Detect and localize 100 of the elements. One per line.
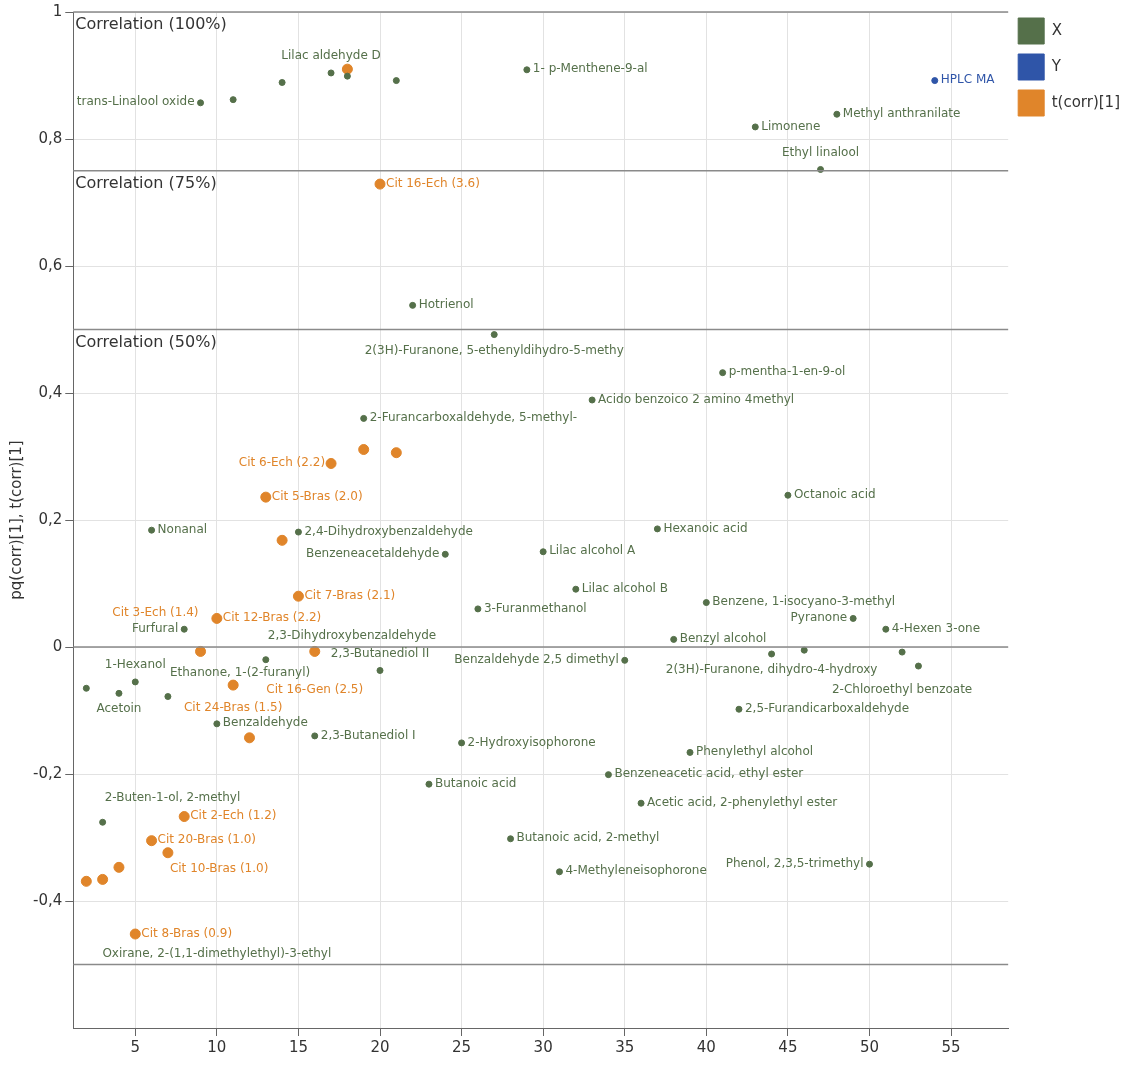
point <box>178 811 190 823</box>
annotation: 2(3H)-Furanone, dihydro-4-hydroxy <box>665 662 878 677</box>
point <box>327 69 335 77</box>
annotation: 2,3-Butanediol I <box>320 727 416 742</box>
point <box>653 525 661 533</box>
point <box>213 720 221 728</box>
annotation: Furfural <box>131 620 179 635</box>
point <box>97 873 109 885</box>
legend-label: Y <box>1050 56 1062 75</box>
point <box>637 799 645 807</box>
point <box>374 178 386 190</box>
annotation: Hexanoic acid <box>663 520 748 535</box>
annotation: Benzeneacetic acid, ethyl ester <box>614 766 804 781</box>
annotation: 4-Hexen 3-one <box>891 620 981 635</box>
point <box>800 646 808 654</box>
x-tick-label: 30 <box>533 1037 553 1056</box>
point <box>735 705 743 713</box>
x-tick-label: 15 <box>288 1037 308 1056</box>
point <box>670 635 678 643</box>
y-tick-label: 1 <box>52 1 63 20</box>
annotation: 4-Methyleneisophorone <box>565 863 707 878</box>
annotation: Cit 7-Bras (2.1) <box>304 587 396 602</box>
x-tick-label: 55 <box>941 1037 961 1056</box>
annotation: Lilac aldehyde D <box>281 48 381 63</box>
legend-label: X <box>1051 20 1062 39</box>
point <box>82 684 90 692</box>
annotation: Oxirane, 2-(1,1-dimethylethyl)-3-ethyl <box>102 945 332 960</box>
point <box>572 585 580 593</box>
point <box>243 732 255 744</box>
point <box>458 739 466 747</box>
point <box>898 648 906 656</box>
annotation: Hotrienol <box>418 296 474 311</box>
point <box>115 689 123 697</box>
point <box>227 679 239 691</box>
annotation: Benzaldehyde 2,5 dimethyl <box>454 651 619 666</box>
x-tick-label: 45 <box>778 1037 798 1056</box>
point <box>474 605 482 613</box>
annotation: 2-Buten-1-ol, 2-methyl <box>104 790 241 805</box>
point <box>343 72 351 80</box>
y-tick-label: 0,2 <box>38 509 63 528</box>
point <box>113 861 125 873</box>
annotation: Benzeneacetaldehyde <box>305 545 440 560</box>
point <box>539 548 547 556</box>
point <box>129 928 141 940</box>
point <box>376 667 384 674</box>
x-tick-label: 25 <box>452 1037 472 1056</box>
point <box>702 599 710 607</box>
annotation: Benzyl alcohol <box>679 631 767 646</box>
annotation: Lilac alcohol B <box>581 580 668 595</box>
x-tick-label: 10 <box>207 1037 227 1056</box>
annotation: Cit 2-Ech (1.2) <box>190 808 277 823</box>
point <box>358 444 370 456</box>
point <box>833 110 841 118</box>
ref-line-label: Correlation (75%) <box>75 172 217 192</box>
point <box>914 662 922 670</box>
point <box>80 875 92 887</box>
legend-label: t(corr)[1] <box>1051 92 1120 111</box>
point <box>507 835 515 843</box>
annotation: Acetic acid, 2-phenylethyl ester <box>647 794 838 809</box>
point <box>360 414 368 422</box>
annotation: Cit 12-Bras (2.2) <box>222 610 322 625</box>
point <box>621 656 629 664</box>
point <box>311 732 319 740</box>
point <box>197 99 205 107</box>
point <box>164 693 172 701</box>
annotation: 2-Chloroethyl benzoate <box>831 682 973 697</box>
annotation: Pyranone <box>790 610 848 625</box>
point <box>882 625 890 633</box>
point <box>229 96 237 104</box>
point <box>409 301 417 309</box>
annotation: Phenol, 2,3,5-trimethyl <box>725 855 864 870</box>
y-tick-label: -0,2 <box>32 763 63 782</box>
point <box>390 447 402 459</box>
point <box>180 625 188 633</box>
annotation: 1- p-Menthene-9-al <box>532 61 648 76</box>
annotation: Cit 10-Bras (1.0) <box>169 860 269 875</box>
annotation: 2,5-Furandicarboxaldehyde <box>744 700 910 715</box>
annotation: 2,3-Dihydroxybenzaldehyde <box>267 627 437 642</box>
y-tick-label: 0,6 <box>38 255 63 274</box>
annotation: Cit 24-Bras (1.5) <box>183 700 283 715</box>
annotation: Butanoic acid <box>434 775 517 790</box>
point <box>392 77 400 85</box>
annotation: 3-Furanmethanol <box>483 600 587 615</box>
annotation: Cit 5-Bras (2.0) <box>271 488 363 503</box>
annotation: 2,4-Dihydroxybenzaldehyde <box>304 523 473 538</box>
point <box>162 847 174 859</box>
point <box>604 771 612 779</box>
point <box>260 491 272 503</box>
point <box>341 63 353 75</box>
x-tick-label: 50 <box>859 1037 880 1056</box>
y-tick-label: 0 <box>52 636 63 655</box>
point <box>292 590 304 602</box>
point <box>262 656 270 664</box>
annotation: Cit 20-Bras (1.0) <box>157 832 257 847</box>
annotation: Methyl anthranilate <box>842 105 961 120</box>
point <box>211 612 223 624</box>
point <box>276 534 288 546</box>
point <box>686 748 694 756</box>
annotation: Lilac alcohol A <box>549 543 637 558</box>
point <box>131 678 139 686</box>
